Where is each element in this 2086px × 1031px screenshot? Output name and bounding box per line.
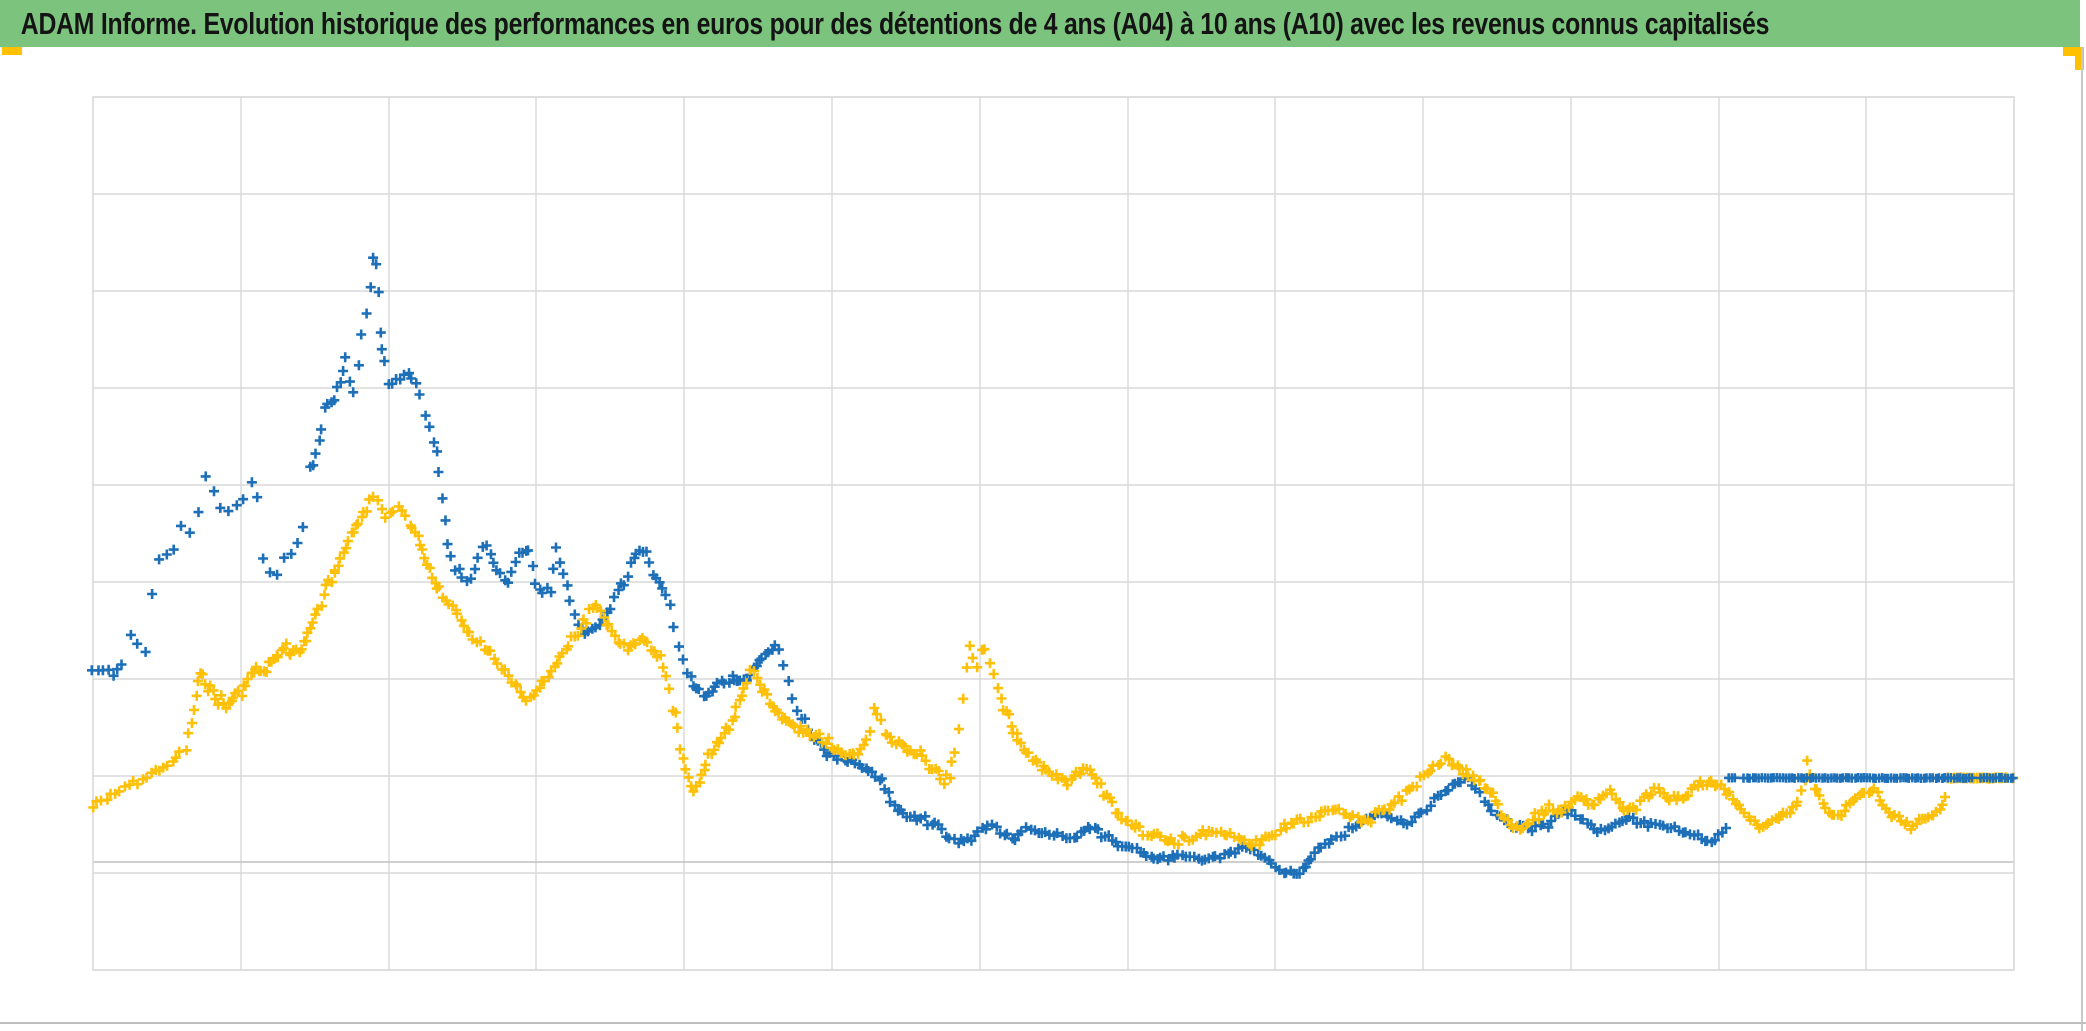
gold-left-tab (2, 47, 22, 55)
plot-border (92, 96, 2015, 971)
chart-title: ADAM Informe. Evolution historique des p… (20, 5, 1770, 41)
blue-series-flat-markers (1724, 773, 2018, 783)
gold-corner-accent (2063, 47, 2084, 56)
title-bar: ADAM Informe. Evolution historique des p… (0, 0, 2080, 47)
gold-corner-accent (2075, 47, 2084, 70)
gold-series-markers (88, 491, 1950, 851)
